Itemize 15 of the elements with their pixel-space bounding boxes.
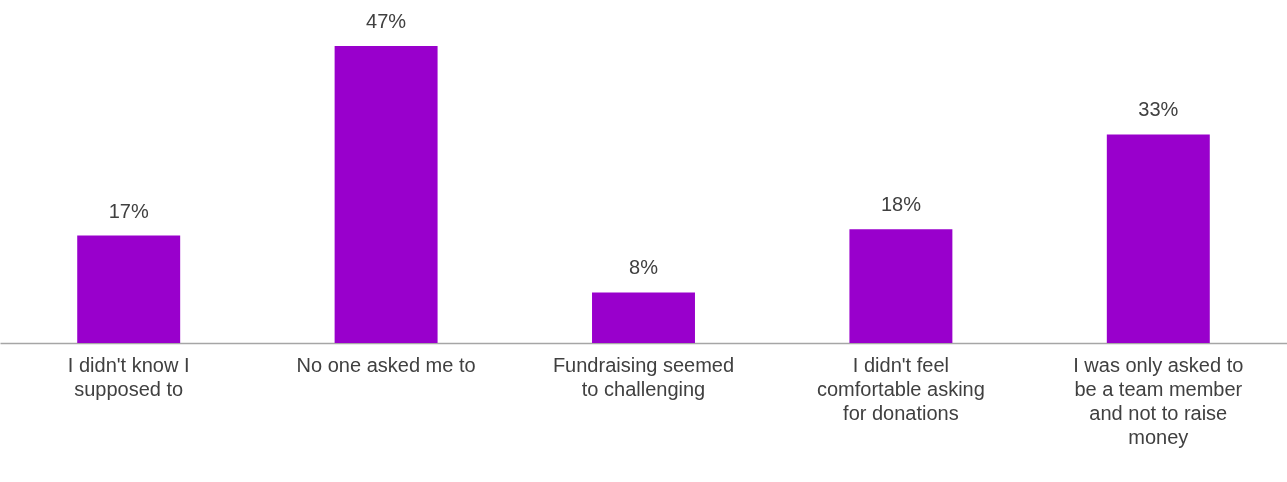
data-label: 18% xyxy=(880,193,922,216)
x-tick-label: I was only asked to be a team member and not to raise money xyxy=(1073,353,1244,448)
bar xyxy=(849,229,953,343)
bar xyxy=(77,235,181,343)
data-label: 33% xyxy=(1138,98,1179,121)
x-tick-label: Fundraising seemed to challenging xyxy=(552,353,735,400)
x-tick-label: No one asked me to xyxy=(296,353,476,376)
bar xyxy=(1106,134,1210,343)
bar xyxy=(334,46,438,343)
data-label: 47% xyxy=(366,10,407,33)
x-tick-label: I didn't feel comfortable asking for donations xyxy=(816,353,985,424)
x-tick-label: I didn't know I supposed to xyxy=(67,353,190,400)
data-label: 8% xyxy=(629,256,659,279)
data-label: 17% xyxy=(108,199,149,222)
bar xyxy=(592,292,695,343)
